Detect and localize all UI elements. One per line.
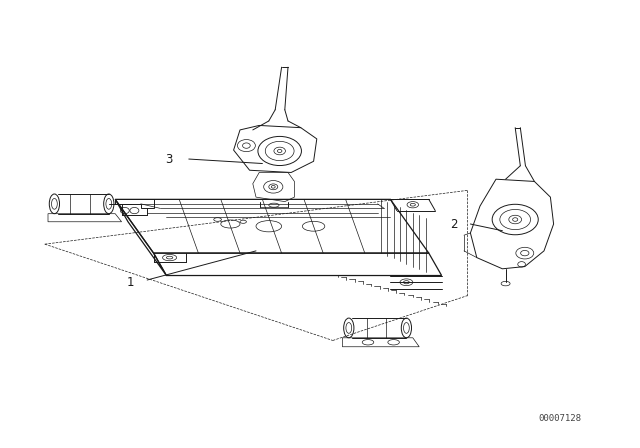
- Text: 3: 3: [165, 152, 173, 166]
- Text: 2: 2: [450, 217, 458, 231]
- Text: 00007128: 00007128: [538, 414, 582, 423]
- Text: 1: 1: [127, 276, 134, 289]
